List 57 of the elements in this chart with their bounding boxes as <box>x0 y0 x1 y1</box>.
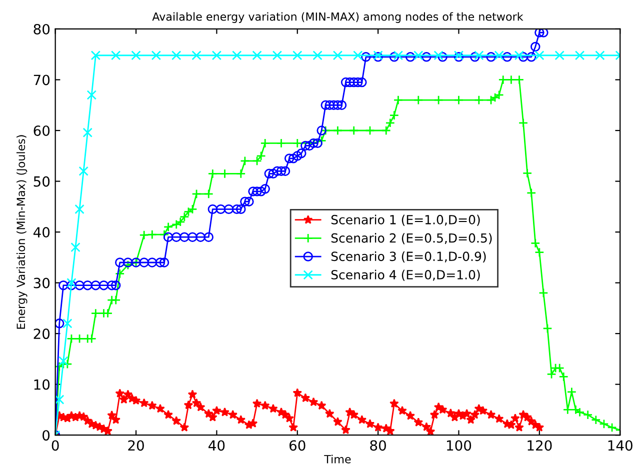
x-tick-label: 80 <box>370 440 386 451</box>
x-tick-label: 60 <box>290 440 306 451</box>
point <box>434 50 444 60</box>
point <box>86 90 96 100</box>
point <box>82 128 92 138</box>
point <box>554 50 564 60</box>
y-tick-label: 0 <box>42 430 50 441</box>
legend-label: Scenario 4 (E=0,D=1.0) <box>331 270 480 281</box>
y-tick-label: 10 <box>34 379 50 390</box>
point <box>66 278 76 288</box>
y-tick-label: 80 <box>34 24 50 34</box>
point <box>312 50 322 60</box>
point <box>151 50 162 60</box>
point <box>131 50 141 60</box>
point <box>494 50 504 60</box>
legend-label: Scenario 2 (E=0.5,D=0.5) <box>331 233 492 244</box>
x-tick-label: 40 <box>208 440 225 451</box>
point <box>272 50 282 60</box>
y-tick-label: 60 <box>34 125 50 136</box>
point <box>232 50 242 60</box>
point <box>332 50 343 60</box>
point <box>574 50 585 60</box>
legend-label: Scenario 1 (E=1.0,D=0) <box>331 214 480 226</box>
point <box>70 242 80 252</box>
y-tick-label: 50 <box>34 176 50 187</box>
point <box>292 50 302 60</box>
x-tick-label: 0 <box>52 440 59 451</box>
y-tick-label: 40 <box>33 227 50 238</box>
point <box>534 50 544 60</box>
point <box>171 50 182 60</box>
x-tick-label: 140 <box>608 440 632 451</box>
point <box>58 356 68 366</box>
point <box>474 50 484 60</box>
x-tick-label: 100 <box>447 440 472 451</box>
x-tick-label: 120 <box>528 440 552 451</box>
point <box>212 50 222 60</box>
point <box>62 318 72 328</box>
point <box>353 50 363 60</box>
point <box>595 50 605 60</box>
point <box>414 50 424 60</box>
y-tick-label: 20 <box>34 328 50 340</box>
point <box>514 50 524 60</box>
y-axis-title: Energy Variation (Min-Max) (Joules) <box>16 135 28 329</box>
legend-label: Scenario 3 (E=0.1,D-0.9) <box>331 251 486 263</box>
y-tick-label: 30 <box>34 278 50 288</box>
chart-title: Available energy variation (MIN-MAX) among nodes of the network <box>152 12 524 23</box>
point <box>192 50 202 60</box>
point <box>78 166 88 176</box>
point <box>110 50 121 60</box>
x-axis-title: Time <box>324 454 351 464</box>
point <box>55 394 64 404</box>
point <box>393 50 404 60</box>
point <box>90 50 101 60</box>
x-tick-label: 20 <box>128 440 144 451</box>
y-tick-label: 70 <box>34 74 50 86</box>
point <box>252 50 262 60</box>
point <box>74 204 84 214</box>
